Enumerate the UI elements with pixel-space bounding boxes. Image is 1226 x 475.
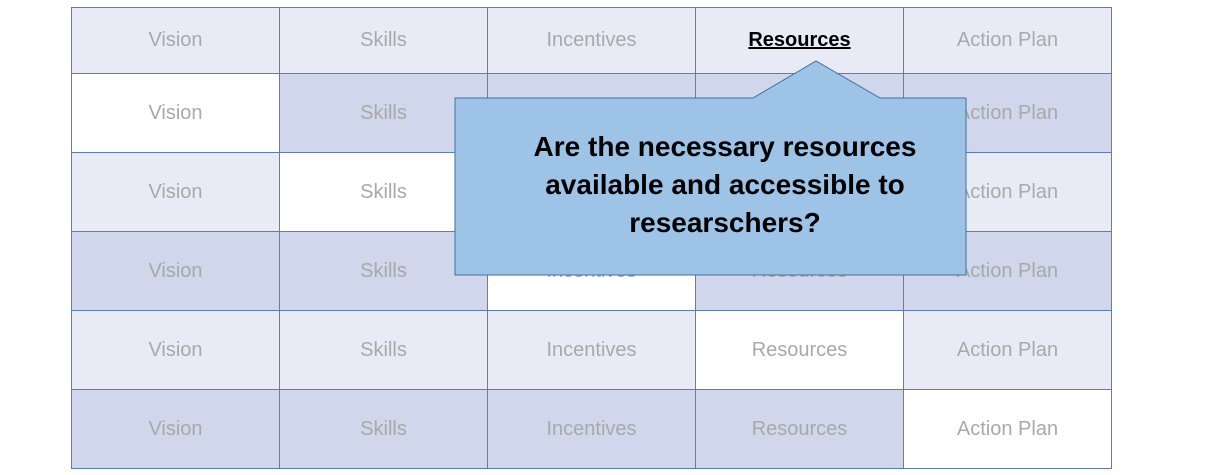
grid-cell-vision: Vision — [71, 152, 280, 232]
grid-cell-action-plan: Action Plan — [903, 310, 1112, 390]
grid-cell-skills: Skills — [279, 152, 488, 232]
callout-text: Are the necessary resources available an… — [470, 128, 980, 242]
grid-cell-vision: Vision — [71, 7, 280, 74]
grid-cell-incentives: Incentives — [487, 389, 696, 469]
grid-cell-action-plan: Action Plan — [903, 389, 1112, 469]
grid-cell-resources: Resources — [695, 231, 904, 311]
grid-cell-skills: Skills — [279, 7, 488, 74]
grid-cell-vision: Vision — [71, 231, 280, 311]
grid-cell-vision: Vision — [71, 310, 280, 390]
grid-cell-resources-highlighted: Resources — [695, 7, 904, 74]
grid-row: Vision Skills Incentives Resources Actio… — [71, 310, 1112, 390]
grid-cell-skills: Skills — [279, 73, 488, 153]
callout-line: Are the necessary resources — [533, 131, 917, 162]
grid-cell-resources: Resources — [695, 310, 904, 390]
grid-row: Vision Skills Incentives Resources Actio… — [71, 231, 1112, 311]
grid-cell-resources: Resources — [695, 389, 904, 469]
grid-cell-vision: Vision — [71, 389, 280, 469]
grid-cell-skills: Skills — [279, 389, 488, 469]
callout-line: available and accessible to — [545, 169, 905, 200]
grid-cell-action-plan: Action Plan — [903, 7, 1112, 74]
grid-cell-incentives: Incentives — [487, 310, 696, 390]
grid-cell-skills: Skills — [279, 231, 488, 311]
callout-line: researschers? — [629, 207, 821, 238]
grid-cell-incentives: Incentives — [487, 231, 696, 311]
grid-cell-vision: Vision — [71, 73, 280, 153]
grid-row: Vision Skills Incentives Resources Actio… — [71, 389, 1112, 469]
grid-cell-action-plan: Action Plan — [903, 231, 1112, 311]
grid-cell-skills: Skills — [279, 310, 488, 390]
grid-cell-incentives: Incentives — [487, 7, 696, 74]
grid-row: Vision Skills Incentives Resources Actio… — [71, 7, 1112, 74]
